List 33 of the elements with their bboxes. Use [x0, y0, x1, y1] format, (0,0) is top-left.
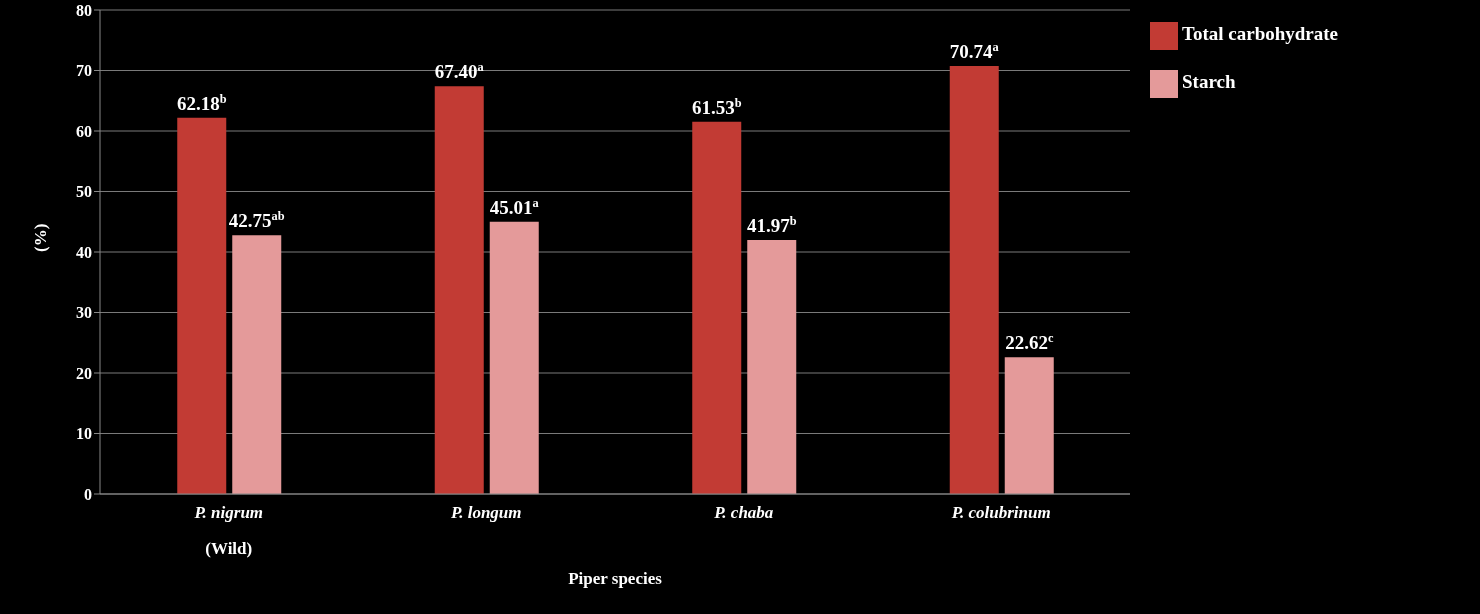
data-label: 41.97$^{b}$ — [746, 214, 797, 237]
bar — [949, 66, 999, 494]
x-tick-label: P. chaba — [713, 503, 774, 522]
y-tick-label: 50 — [76, 183, 92, 201]
y-tick-label: 40 — [76, 243, 92, 261]
data-label: 42.75$^{ab}$ — [228, 209, 285, 232]
data-label: 70.74$^{a}$ — [949, 40, 999, 63]
y-tick-label: 70 — [76, 62, 92, 80]
data-label: 22.62$^{c}$ — [1005, 331, 1054, 354]
data-label: 45.01$^{a}$ — [489, 195, 539, 218]
bar — [489, 221, 539, 494]
x-tick-label: P. colubrinum — [950, 503, 1051, 522]
bar — [177, 117, 227, 494]
legend-label: Total carbohydrate — [1182, 23, 1339, 44]
x-tick-label: P. longum — [449, 503, 522, 522]
legend-label: Starch — [1182, 71, 1236, 92]
data-label: 62.18$^{b}$ — [176, 91, 227, 114]
y-axis-title: (%) — [31, 223, 51, 252]
y-tick-label: 60 — [76, 122, 92, 140]
y-tick-label: 10 — [76, 425, 92, 443]
bar — [232, 235, 282, 494]
bar — [692, 121, 742, 494]
y-tick-label: 30 — [76, 304, 92, 322]
bar — [747, 240, 797, 494]
data-label: 67.40$^{a}$ — [434, 60, 484, 83]
y-tick-label: 80 — [76, 1, 92, 19]
bar — [1004, 357, 1054, 494]
x-tick-label: P. nigrum (Wild) — [193, 503, 264, 558]
y-tick-label: 0 — [84, 485, 92, 503]
x-axis-title: Piper species — [568, 569, 663, 588]
data-label: 61.53$^{b}$ — [691, 95, 742, 118]
bar — [434, 86, 484, 494]
y-tick-label: 20 — [76, 364, 92, 382]
